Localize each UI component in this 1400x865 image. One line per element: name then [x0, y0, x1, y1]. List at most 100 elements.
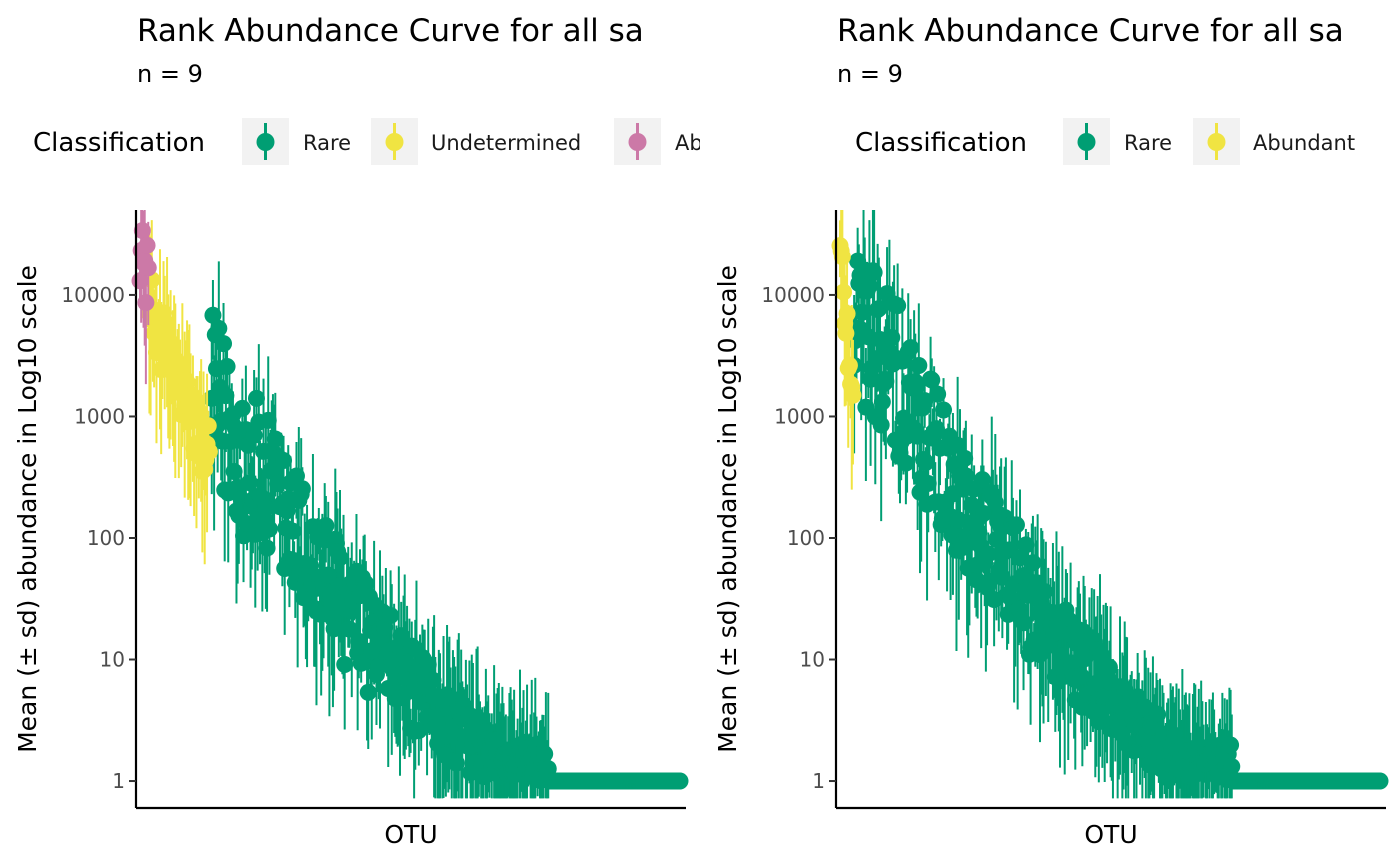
data-point — [137, 294, 155, 312]
data-point — [257, 499, 275, 517]
rank-abundance-chart-two-class: Rank Abundance Curve for all sa n = 9 Clas… — [700, 0, 1400, 865]
data-point — [993, 568, 1011, 586]
legend-label: Ab — [675, 131, 700, 155]
data-point — [1063, 654, 1081, 672]
legend-entry: Rare — [242, 118, 351, 165]
data-point — [266, 430, 284, 448]
data-point — [158, 315, 176, 333]
data-point — [489, 731, 507, 749]
data-point — [240, 474, 258, 492]
data-point — [340, 620, 358, 638]
data-point — [139, 259, 157, 277]
legend-key-point — [385, 133, 404, 151]
data-point — [1024, 554, 1042, 572]
data-point — [302, 557, 320, 575]
data-point — [873, 393, 891, 411]
data-point — [293, 480, 311, 498]
y-tick-label: 100 — [87, 526, 125, 550]
legend-key-point — [1077, 133, 1096, 151]
data-point — [907, 378, 925, 396]
data-point — [200, 443, 218, 461]
y-tick-label: 10 — [800, 648, 825, 672]
data-point — [398, 654, 416, 672]
chart-subtitle: n = 9 — [137, 60, 203, 88]
legend-label: Abundant — [1253, 131, 1355, 155]
data-point — [382, 607, 400, 625]
data-point — [157, 332, 175, 350]
data-point — [319, 566, 337, 584]
data-point — [956, 449, 974, 467]
legend-title: Classification — [33, 128, 205, 158]
y-tick-label: 1000 — [74, 404, 125, 428]
data-point — [275, 452, 293, 470]
data-point — [889, 297, 907, 315]
data-point — [935, 401, 953, 419]
data-layer — [131, 210, 689, 799]
data-point — [1223, 758, 1241, 776]
data-point — [218, 358, 236, 376]
data-point — [949, 436, 967, 454]
legend-title: Classification — [855, 128, 1027, 158]
data-point — [424, 671, 442, 689]
data-point — [1149, 705, 1167, 723]
data-point — [287, 467, 305, 485]
x-axis-title: OTU — [384, 820, 437, 849]
data-point — [957, 467, 975, 485]
legend-label: Undetermined — [431, 131, 581, 155]
data-point — [877, 372, 895, 390]
legend-label: Rare — [303, 131, 351, 155]
chart-canvas: Rank Abundance Curve for all sa n = 9 Clas… — [713, 13, 1389, 849]
y-axis-title: Mean (± sd) abundance in Log10 scale — [713, 265, 742, 753]
data-point — [138, 236, 156, 254]
data-point — [392, 627, 410, 645]
data-point — [217, 387, 235, 405]
data-point — [325, 620, 343, 638]
legend-entry: Rare — [1063, 118, 1172, 165]
data-point — [1011, 549, 1029, 567]
legend-entry: Abundant — [1193, 118, 1355, 165]
y-tick-label: 100 — [787, 526, 825, 550]
chart-subtitle: n = 9 — [837, 60, 903, 88]
data-point — [919, 474, 937, 492]
data-point — [910, 356, 928, 374]
data-point — [419, 656, 437, 674]
data-point — [1015, 614, 1033, 632]
chart-title: Rank Abundance Curve for all sa — [137, 13, 644, 49]
data-point — [317, 517, 335, 535]
data-point — [671, 772, 689, 790]
chart-title: Rank Abundance Curve for all sa — [837, 13, 1344, 49]
data-point — [331, 549, 349, 567]
data-point — [258, 539, 276, 557]
data-point — [916, 392, 934, 410]
data-point — [260, 520, 278, 538]
data-point — [247, 389, 265, 407]
data-point — [269, 475, 287, 493]
data-point — [897, 454, 915, 472]
data-point — [844, 386, 862, 404]
data-point — [902, 339, 920, 357]
legend-entry: Undetermined — [371, 118, 581, 165]
data-point — [1100, 658, 1118, 676]
legend-entry: Ab — [614, 118, 700, 165]
data-point — [245, 426, 263, 444]
data-point — [284, 522, 302, 540]
y-axis-title: Mean (± sd) abundance in Log10 scale — [13, 265, 42, 753]
data-point — [835, 283, 853, 301]
data-point — [927, 420, 945, 438]
data-point — [865, 264, 883, 282]
data-point — [1222, 736, 1240, 754]
legend-key-point — [1207, 133, 1226, 151]
data-point — [1371, 772, 1389, 790]
data-point — [210, 319, 228, 337]
data-point — [883, 328, 901, 346]
legend-key-point — [628, 133, 647, 151]
data-point — [929, 385, 947, 403]
data-layer — [831, 210, 1389, 799]
data-point — [133, 222, 151, 240]
data-point — [860, 277, 878, 295]
data-point — [173, 358, 191, 376]
data-point — [1072, 667, 1090, 685]
y-tick-label: 1 — [112, 769, 125, 793]
data-point — [985, 591, 1003, 609]
legend-label: Rare — [1124, 131, 1172, 155]
